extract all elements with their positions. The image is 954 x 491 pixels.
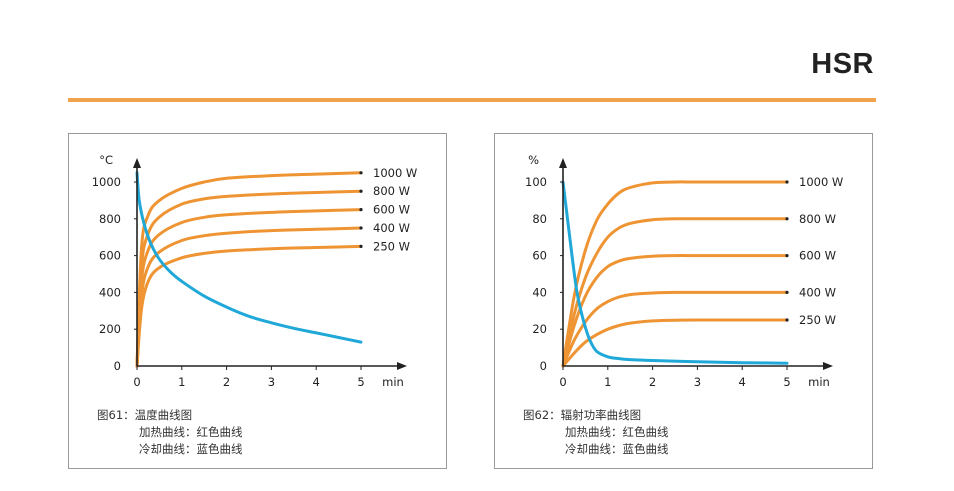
y-tick-label: 60	[532, 249, 547, 263]
y-tick-label: 800	[99, 212, 121, 226]
x-tick-label: 4	[739, 375, 746, 389]
caption-heating-note: 加热曲线：红色曲线	[139, 425, 243, 439]
heating-curve	[561, 254, 789, 368]
series-label: 600 W	[799, 249, 836, 263]
radiant-power-chart: 1000 W 800 W 600 W 400 W 250 W 0 20 40 60 80 100 0 1…	[525, 153, 843, 389]
x-tick-label: 0	[133, 375, 140, 389]
temperature-chart: 1000 W 800 W 600 W 400 W 250 W 0 200 400 600 800 1…	[92, 153, 418, 389]
chart-caption: 图62：辐射功率曲线图 加热曲线：红色曲线 冷却曲线：蓝色曲线	[523, 407, 669, 458]
x-tick-label: 2	[223, 375, 230, 389]
caption-title: 图62：辐射功率曲线图	[523, 408, 642, 422]
x-tick-label: 1	[178, 375, 185, 389]
y-tick-label: 600	[99, 249, 121, 263]
y-tick-label: 0	[114, 359, 121, 373]
series-end-marker	[785, 254, 789, 258]
series-end-marker	[785, 318, 789, 322]
y-axis-arrow	[559, 158, 567, 168]
series-label: 600 W	[373, 203, 410, 217]
y-axis-label: %	[528, 153, 539, 167]
temperature-chart-panel: 1000 W 800 W 600 W 400 W 250 W 0 200 400 600 800 1…	[68, 133, 447, 469]
series-end-marker	[359, 171, 363, 175]
heating-curve	[135, 189, 363, 368]
x-tick-label: 3	[268, 375, 275, 389]
series-end-marker	[359, 189, 363, 193]
caption-title: 图61：温度曲线图	[97, 408, 193, 422]
heating-curve	[561, 318, 789, 368]
heating-curve	[561, 180, 789, 368]
y-axis-label: °C	[99, 153, 113, 167]
series-end-marker	[785, 217, 789, 221]
caption-cooling-note: 冷却曲线：蓝色曲线	[565, 442, 669, 456]
series-end-marker	[359, 208, 363, 212]
x-axis-label: min	[382, 375, 404, 389]
series-end-marker	[359, 244, 363, 248]
series-label: 800 W	[373, 184, 410, 198]
series-label: 1000 W	[373, 166, 417, 180]
x-axis-arrow	[397, 362, 407, 370]
series-label: 800 W	[799, 212, 836, 226]
brand-logo: HSR	[811, 48, 874, 80]
series-end-marker	[785, 290, 789, 294]
x-tick-label: 5	[357, 375, 364, 389]
series-label: 250 W	[373, 239, 410, 253]
y-tick-label: 80	[532, 212, 547, 226]
x-tick-label: 5	[783, 375, 790, 389]
y-tick-label: 400	[99, 285, 121, 299]
header-divider	[68, 98, 876, 102]
series-label: 400 W	[799, 285, 836, 299]
y-tick-label: 40	[532, 285, 547, 299]
y-tick-label: 1000	[92, 175, 121, 189]
x-tick-label: 1	[604, 375, 611, 389]
heating-curve	[135, 226, 363, 368]
x-tick-label: 2	[649, 375, 656, 389]
heating-curve	[135, 208, 363, 368]
y-tick-label: 0	[540, 359, 547, 373]
radiant-power-chart-panel: 1000 W 800 W 600 W 400 W 250 W 0 20 40 60 80 100 0 1…	[494, 133, 873, 469]
x-tick-label: 0	[559, 375, 566, 389]
x-tick-label: 4	[313, 375, 320, 389]
x-axis-arrow	[823, 362, 833, 370]
chart-caption: 图61：温度曲线图 加热曲线：红色曲线 冷却曲线：蓝色曲线	[97, 407, 243, 458]
caption-cooling-note: 冷却曲线：蓝色曲线	[139, 442, 243, 456]
heating-curve	[561, 290, 789, 368]
x-tick-label: 3	[694, 375, 701, 389]
y-axis-arrow	[133, 158, 141, 168]
series-label: 1000 W	[799, 175, 843, 189]
heating-curve	[135, 171, 363, 368]
y-tick-label: 100	[525, 175, 547, 189]
series-label: 400 W	[373, 221, 410, 235]
heating-curve	[561, 217, 789, 368]
series-end-marker	[785, 180, 789, 184]
y-tick-label: 200	[99, 322, 121, 336]
x-axis-label: min	[808, 375, 830, 389]
caption-heating-note: 加热曲线：红色曲线	[565, 425, 669, 439]
series-end-marker	[359, 226, 363, 230]
series-label: 250 W	[799, 313, 836, 327]
cooling-curve	[135, 171, 363, 344]
heating-curve	[135, 244, 363, 368]
y-tick-label: 20	[532, 322, 547, 336]
cooling-curve	[561, 180, 789, 365]
